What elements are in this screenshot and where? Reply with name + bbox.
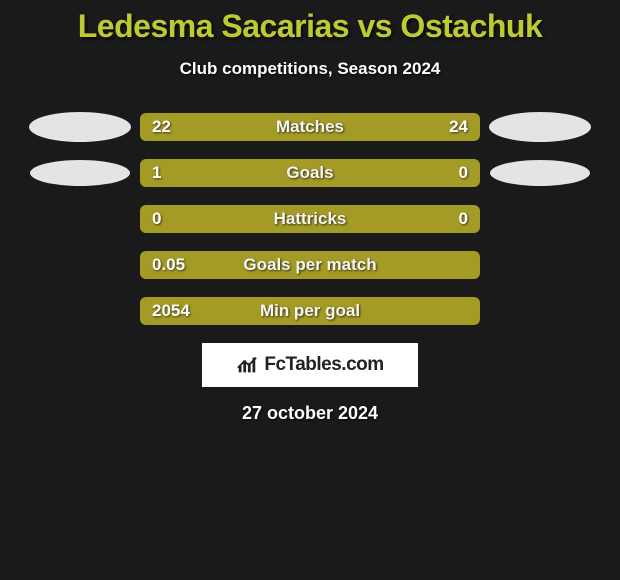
- stat-label: Matches: [140, 113, 480, 141]
- stat-row: 2054Min per goal: [10, 297, 610, 325]
- avatar-cell-right: [480, 112, 600, 142]
- player-avatar-right: [490, 160, 590, 186]
- avatar-cell-right: [480, 160, 600, 186]
- avatar-cell-left: [20, 160, 140, 186]
- stat-bar: 22Matches24: [140, 113, 480, 141]
- stat-row: 22Matches24: [10, 113, 610, 141]
- stat-label: Goals: [140, 159, 480, 187]
- stat-bar: 0.05Goals per match: [140, 251, 480, 279]
- stat-value-right: 0: [459, 159, 468, 187]
- stat-value-right: 0: [459, 205, 468, 233]
- stat-row: 1Goals0: [10, 159, 610, 187]
- stat-row: 0.05Goals per match: [10, 251, 610, 279]
- chart-icon: [236, 354, 258, 376]
- stat-label: Goals per match: [140, 251, 480, 279]
- stat-bar: 2054Min per goal: [140, 297, 480, 325]
- page-title: Ledesma Sacarias vs Ostachuk: [0, 0, 620, 45]
- stat-label: Hattricks: [140, 205, 480, 233]
- logo-box: FcTables.com: [202, 343, 418, 387]
- stat-row: 0Hattricks0: [10, 205, 610, 233]
- stats-container: 22Matches241Goals00Hattricks00.05Goals p…: [0, 113, 620, 325]
- stat-value-right: 24: [449, 113, 468, 141]
- stat-label: Min per goal: [140, 297, 480, 325]
- player-avatar-left: [29, 112, 131, 142]
- logo-text: FcTables.com: [264, 354, 383, 376]
- player-avatar-left: [30, 160, 130, 186]
- avatar-cell-left: [20, 112, 140, 142]
- footer-date: 27 october 2024: [0, 403, 620, 424]
- page-subtitle: Club competitions, Season 2024: [0, 59, 620, 79]
- player-avatar-right: [489, 112, 591, 142]
- stat-bar: 1Goals0: [140, 159, 480, 187]
- stat-bar: 0Hattricks0: [140, 205, 480, 233]
